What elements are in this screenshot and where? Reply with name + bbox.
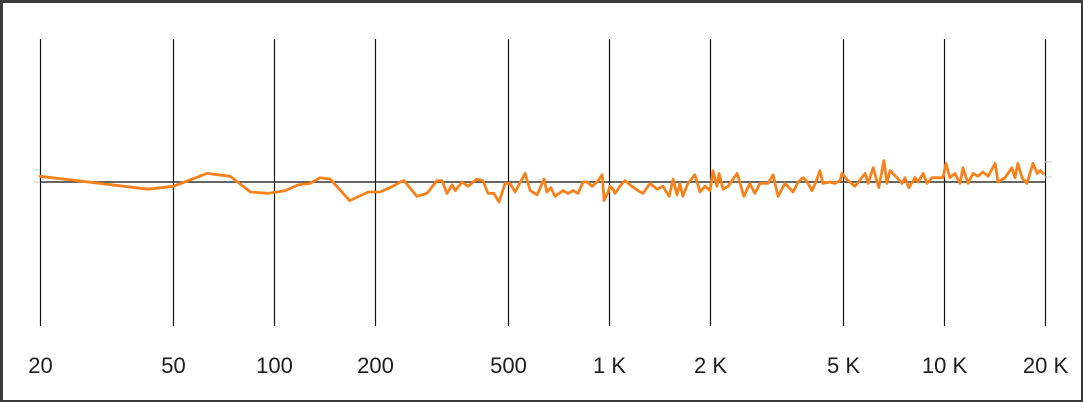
- x-tick-label: 200: [357, 353, 394, 378]
- x-tick-label: 10 K: [922, 353, 968, 378]
- level-ticks: [34, 161, 1052, 183]
- x-tick-label: 1 K: [593, 353, 626, 378]
- x-tick-label: 5 K: [827, 353, 860, 378]
- x-tick-label: 20: [28, 353, 52, 378]
- x-tick-label: 20 K: [1023, 353, 1069, 378]
- response-curve: [38, 159, 1045, 204]
- x-tick-label: 500: [490, 353, 527, 378]
- x-tick-label: 100: [256, 353, 293, 378]
- x-tick-labels: 20 50 100 200 500 1 K 2 K 5 K 10 K 20 K: [28, 353, 1068, 378]
- x-tick-label: 50: [161, 353, 185, 378]
- x-tick-label: 2 K: [694, 353, 727, 378]
